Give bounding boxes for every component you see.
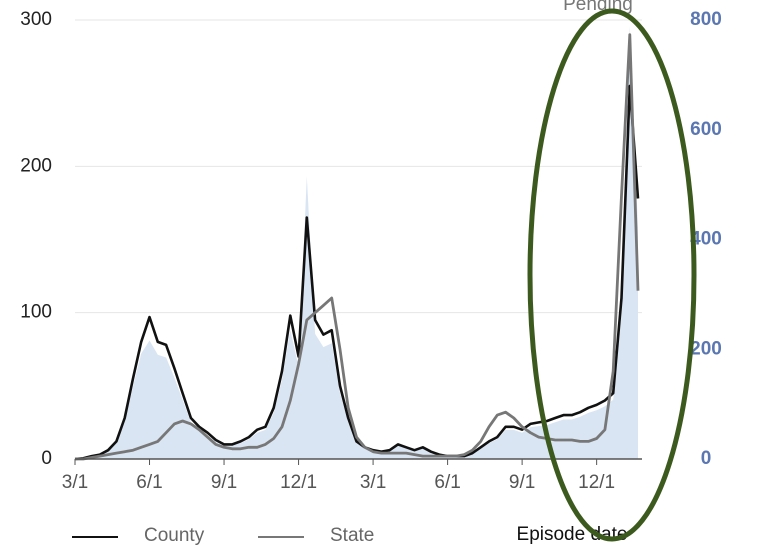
y-tick-label: 200 <box>20 155 52 176</box>
legend-label: County <box>144 525 205 546</box>
x-tick-label: 3/1 <box>62 472 88 493</box>
y2-tick-label: 200 <box>690 338 722 359</box>
x-tick-label: 12/1 <box>578 472 615 493</box>
x-tick-label: 6/1 <box>434 472 460 493</box>
y-tick-label: 0 <box>41 448 52 469</box>
y2-tick-label: 800 <box>690 9 722 30</box>
area <box>75 25 638 459</box>
highlight-ellipse <box>527 8 697 542</box>
x-tick-label: 9/1 <box>509 472 535 493</box>
y-tick-label: 100 <box>20 302 52 323</box>
y2-tick-label: 600 <box>690 119 722 140</box>
y2-tick-label: 400 <box>690 229 722 250</box>
legend-label: State <box>330 525 374 546</box>
x-axis-label: Episode date <box>517 524 628 545</box>
x-tick-label: 12/1 <box>280 472 317 493</box>
y-tick-label: 300 <box>20 9 52 30</box>
line <box>75 33 640 461</box>
y2-tick-label: 0 <box>701 448 712 469</box>
x-tick-label: 6/1 <box>136 472 162 493</box>
x-tick-label: 9/1 <box>211 472 237 493</box>
x-tick-label: 3/1 <box>360 472 386 493</box>
